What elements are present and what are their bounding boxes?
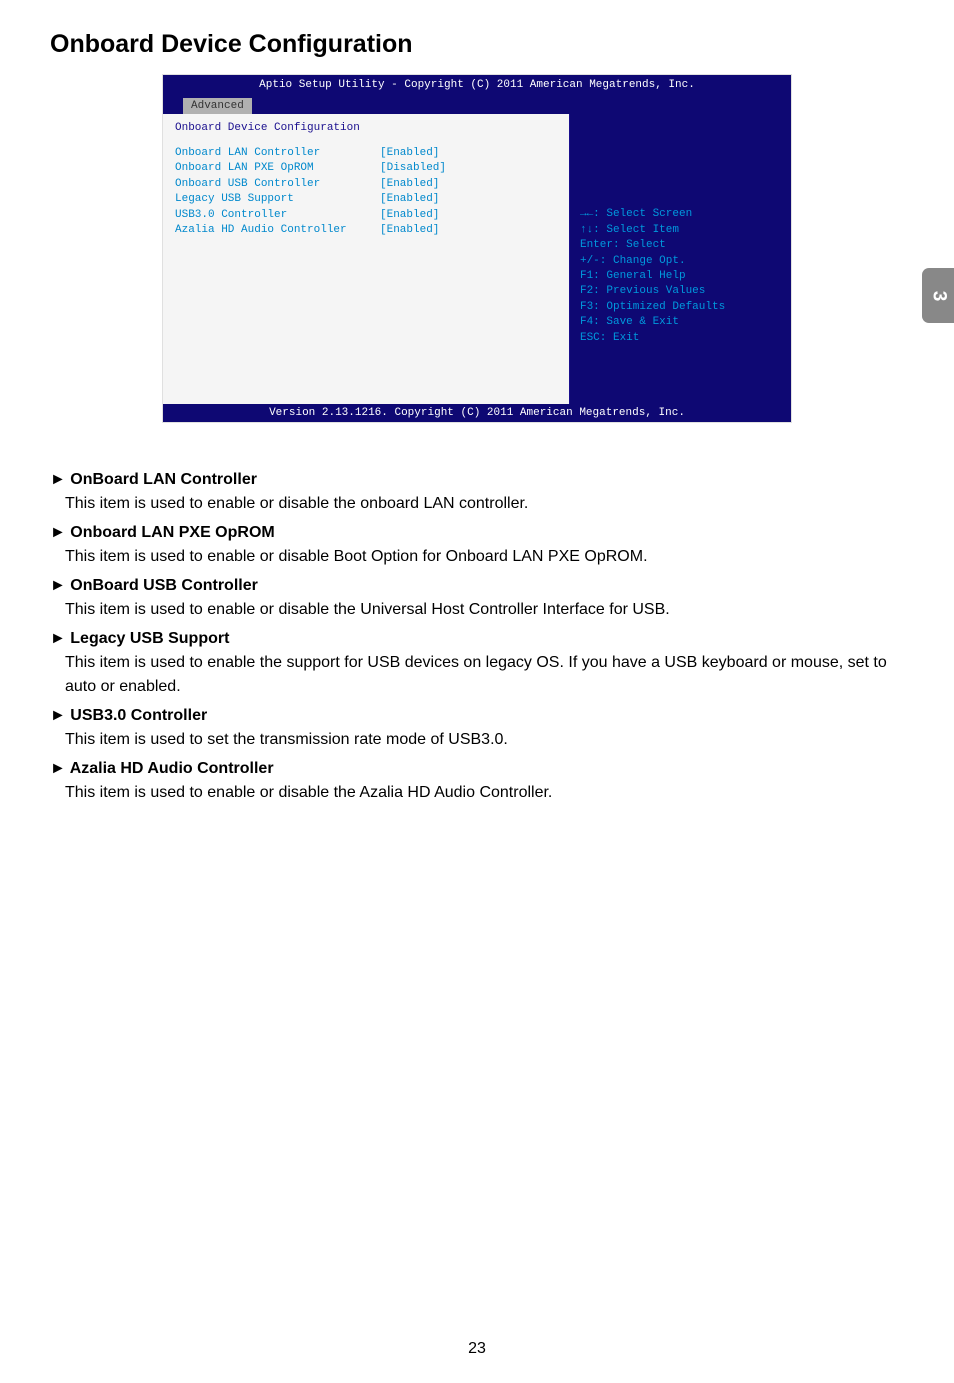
bios-help-line: F4: Save & Exit bbox=[580, 315, 781, 330]
section-title: ► Onboard LAN PXE OpROM bbox=[50, 521, 904, 545]
chapter-number: 3 bbox=[927, 290, 949, 301]
bios-help-line: ↑↓: Select Item bbox=[580, 223, 781, 238]
section-title: ► USB3.0 Controller bbox=[50, 704, 904, 728]
bios-item-label: Azalia HD Audio Controller bbox=[175, 223, 380, 238]
bios-right-panel: →←: Select Screen ↑↓: Select Item Enter:… bbox=[570, 114, 791, 404]
bios-item-label: Onboard USB Controller bbox=[175, 177, 380, 192]
section-text: This item is used to set the transmissio… bbox=[65, 728, 904, 752]
bios-tab-row: Advanced bbox=[163, 95, 791, 114]
section-text: This item is used to enable or disable t… bbox=[65, 492, 904, 516]
section-text: This item is used to enable or disable B… bbox=[65, 545, 904, 569]
content-body: ► OnBoard LAN Controller This item is us… bbox=[0, 423, 954, 849]
section-text: This item is used to enable or disable t… bbox=[65, 598, 904, 622]
page-title: Onboard Device Configuration bbox=[0, 0, 954, 74]
bios-help-line: +/-: Change Opt. bbox=[580, 254, 781, 269]
bios-help-line: ESC: Exit bbox=[580, 331, 781, 346]
bios-body: Onboard Device Configuration Onboard LAN… bbox=[163, 114, 791, 404]
bios-item: Azalia HD Audio Controller [Enabled] bbox=[175, 223, 557, 238]
bios-header: Aptio Setup Utility - Copyright (C) 2011… bbox=[163, 75, 791, 95]
bios-help-line: →←: Select Screen bbox=[580, 207, 781, 222]
bios-config-title: Onboard Device Configuration bbox=[175, 122, 557, 134]
bios-item: USB3.0 Controller [Enabled] bbox=[175, 208, 557, 223]
bios-tab-advanced: Advanced bbox=[183, 98, 252, 114]
bios-item-label: USB3.0 Controller bbox=[175, 208, 380, 223]
bios-item-value: [Enabled] bbox=[380, 223, 439, 238]
bios-item: Onboard LAN Controller [Enabled] bbox=[175, 146, 557, 161]
section-title: ► Legacy USB Support bbox=[50, 627, 904, 651]
bios-footer: Version 2.13.1216. Copyright (C) 2011 Am… bbox=[163, 404, 791, 422]
bios-left-panel: Onboard Device Configuration Onboard LAN… bbox=[163, 114, 570, 404]
section-text: This item is used to enable the support … bbox=[65, 651, 904, 699]
section-text: This item is used to enable or disable t… bbox=[65, 781, 904, 805]
bios-item-value: [Enabled] bbox=[380, 192, 439, 207]
chapter-tab: 3 bbox=[922, 268, 954, 323]
bios-item-value: [Enabled] bbox=[380, 208, 439, 223]
bios-item: Legacy USB Support [Enabled] bbox=[175, 192, 557, 207]
bios-item: Onboard LAN PXE OpROM [Disabled] bbox=[175, 161, 557, 176]
section-title: ► OnBoard LAN Controller bbox=[50, 468, 904, 492]
bios-screenshot: Aptio Setup Utility - Copyright (C) 2011… bbox=[162, 74, 792, 423]
bios-item-value: [Disabled] bbox=[380, 161, 446, 176]
section-title: ► OnBoard USB Controller bbox=[50, 574, 904, 598]
bios-item-label: Onboard LAN Controller bbox=[175, 146, 380, 161]
bios-help-line: Enter: Select bbox=[580, 238, 781, 253]
bios-item-label: Legacy USB Support bbox=[175, 192, 380, 207]
section-title: ► Azalia HD Audio Controller bbox=[50, 757, 904, 781]
bios-item-value: [Enabled] bbox=[380, 146, 439, 161]
bios-help-line: F1: General Help bbox=[580, 269, 781, 284]
bios-help-line: F2: Previous Values bbox=[580, 284, 781, 299]
bios-help-line: F3: Optimized Defaults bbox=[580, 300, 781, 315]
page-number: 23 bbox=[468, 1340, 486, 1358]
bios-item-label: Onboard LAN PXE OpROM bbox=[175, 161, 380, 176]
bios-item-value: [Enabled] bbox=[380, 177, 439, 192]
bios-item: Onboard USB Controller [Enabled] bbox=[175, 177, 557, 192]
